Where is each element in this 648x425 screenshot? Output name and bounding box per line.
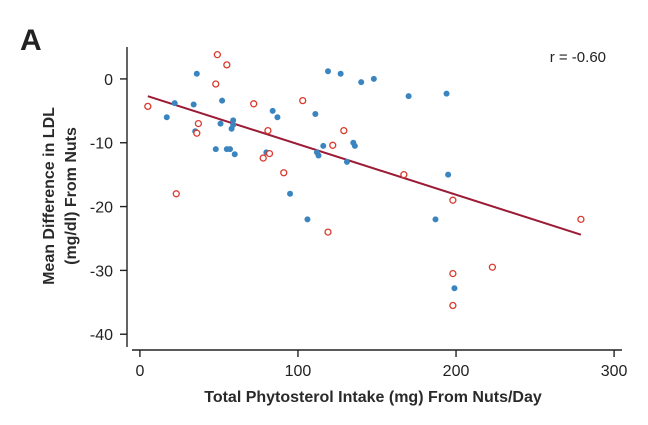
data-point-open [193,129,201,137]
regression-line [147,95,582,236]
data-point-filled [312,111,319,118]
y-tick-label: -10 [90,136,113,153]
x-tick-label: 100 [285,363,312,380]
x-tick-label: 300 [601,363,628,380]
data-point-filled [274,114,281,121]
data-point-open [144,102,152,111]
data-point-open [265,149,274,158]
data-point-filled [445,171,452,178]
y-tick-label: -20 [90,200,113,217]
x-axis-title: Total Phytosterol Intake (mg) From Nuts/… [204,389,542,406]
x-tick-label: 200 [443,363,470,380]
data-point-filled [287,190,294,197]
data-point-filled [212,146,219,153]
fit-line-group [147,95,582,236]
data-point-open [488,263,497,271]
panel-label: A [20,24,42,57]
data-point-filled [320,142,327,149]
x-ticks: 0 100 200 300 [135,350,628,380]
data-point-filled [343,158,350,165]
data-point-open [299,96,307,105]
data-point-open [194,119,203,128]
data-point-filled [163,114,170,121]
data-point-filled [217,120,224,127]
data-point-open [223,61,231,69]
data-point-filled [304,216,311,223]
data-point-filled [227,146,233,153]
data-point-open [259,154,267,162]
data-point-open [212,80,220,88]
data-point-filled [358,79,365,86]
data-points [144,51,585,310]
data-point-filled [171,100,178,107]
data-point-open [172,190,180,198]
data-point-filled [370,75,377,82]
y-ticks: 0 -10 -20 -30 -40 [90,72,127,344]
data-point-filled [451,285,458,292]
data-point-open [449,269,457,278]
data-point-filled [443,90,450,97]
data-point-filled [405,93,412,100]
y-tick-label: 0 [104,72,113,89]
y-axis-title-line-1: Mean Difference in LDL [41,107,58,285]
data-point-filled [269,107,276,114]
data-point-filled [219,97,226,104]
y-axis-title-line-2: (mg/dl) From Nuts [63,127,80,265]
data-point-open [324,228,332,236]
data-point-filled [190,101,197,108]
data-point-filled [231,151,238,158]
data-point-filled [315,152,322,159]
x-tick-label: 0 [135,363,144,380]
data-point-filled [230,117,237,124]
data-point-open [213,51,222,59]
data-point-filled [193,70,200,77]
data-point-open [449,196,457,204]
data-point-filled [351,142,358,149]
correlation-annotation: r = -0.60 [550,49,606,66]
y-tick-label: -30 [90,263,113,280]
data-point-open [449,301,457,310]
data-point-open [340,126,348,135]
data-point-filled [337,70,344,77]
data-point-open [329,141,337,149]
data-point-filled [432,216,439,223]
data-point-filled [325,68,331,75]
data-point-filled [230,121,237,128]
data-point-open [280,169,288,177]
data-point-open [577,215,585,223]
data-point-open [250,100,258,108]
data-point-open [264,126,272,135]
data-point-open [400,171,408,179]
y-tick-label: -40 [90,327,113,344]
